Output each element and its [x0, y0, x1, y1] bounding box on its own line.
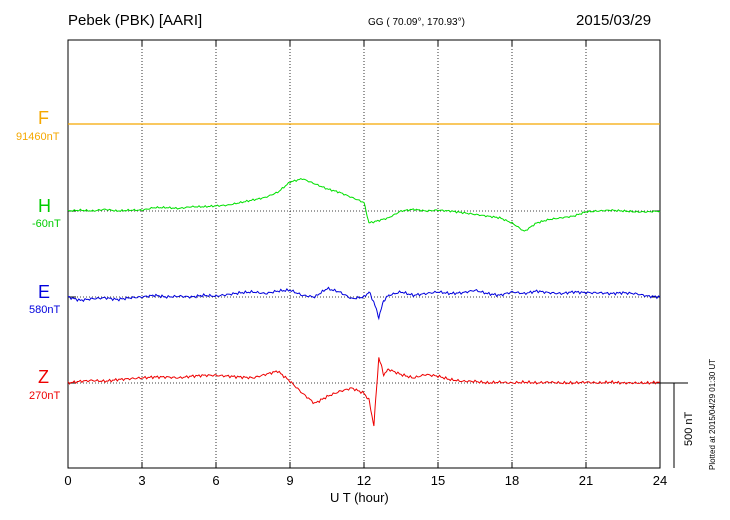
channel-e-offset: 580nT — [29, 304, 61, 316]
x-tick-label: 3 — [138, 473, 145, 488]
plotted-timestamp: Plotted at 2015/04/29 01:30 UT — [708, 358, 717, 470]
date-label: 2015/03/29 — [576, 12, 652, 29]
scale-bar-label: 500 nT — [683, 411, 695, 446]
channel-e-name: E — [38, 282, 51, 302]
x-tick-label: 15 — [431, 473, 445, 488]
x-tick-label: 24 — [653, 473, 667, 488]
series-lines — [67, 123, 661, 427]
channel-h-name: H — [38, 196, 51, 216]
x-tick-label: 18 — [505, 473, 519, 488]
x-tick-label: 6 — [212, 473, 219, 488]
series-line-h — [67, 178, 661, 232]
channel-f-offset: 91460nT — [16, 131, 60, 143]
x-axis-label: U T (hour) — [330, 490, 389, 505]
channel-f-name: F — [38, 108, 49, 128]
channel-z-name: Z — [38, 367, 49, 387]
x-tick-label: 0 — [64, 473, 71, 488]
station-title: Pebek (PBK) [AARI] — [68, 12, 203, 29]
scale-bar — [660, 382, 688, 468]
channel-z-offset: 270nT — [29, 390, 61, 402]
channel-h-offset: -60nT — [32, 218, 61, 230]
x-axis-ticks: 0 3 6 9 12 15 18 21 24 — [64, 40, 667, 488]
x-tick-label: 9 — [286, 473, 293, 488]
x-tick-label: 21 — [579, 473, 593, 488]
grid-lines — [141, 40, 587, 468]
series-line-z — [67, 357, 661, 427]
x-tick-label: 12 — [357, 473, 371, 488]
geographic-coordinates: GG ( 70.09°, 170.93°) — [368, 17, 465, 28]
series-line-e — [67, 286, 661, 321]
